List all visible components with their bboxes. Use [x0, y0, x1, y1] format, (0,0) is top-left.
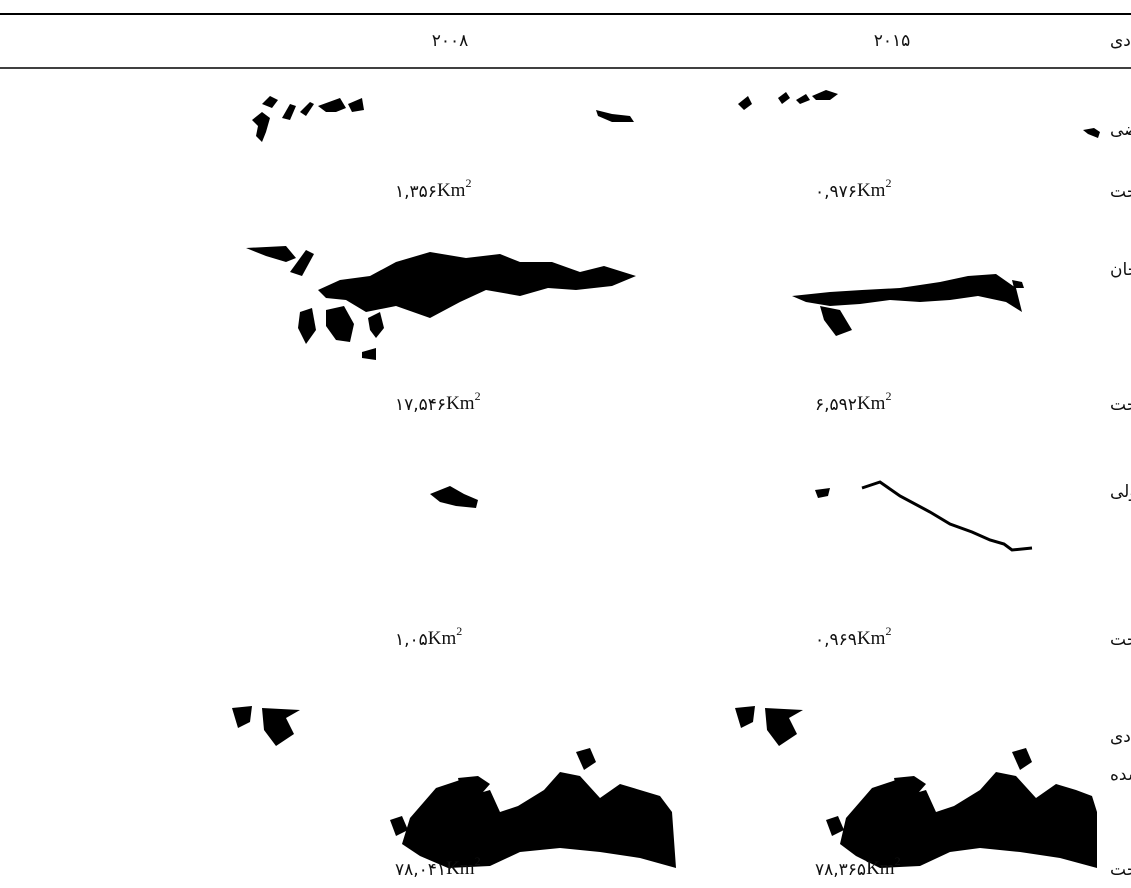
area-unit: Km: [857, 180, 886, 201]
row-label: مساحت: [1110, 182, 1131, 202]
landform-shape: [792, 274, 1022, 312]
area-value: ۱,۳۵۶Km2: [395, 176, 471, 202]
area-unit: Km: [446, 393, 475, 414]
area-unit: Km: [437, 180, 466, 201]
landform-shape: [318, 252, 636, 318]
landform-shape: [826, 816, 844, 836]
area-unit-power: 2: [885, 176, 891, 190]
header-cell: لندفرم‌های بادی: [1110, 31, 1131, 51]
area-unit: Km: [866, 858, 895, 879]
landform-shape: [246, 246, 296, 262]
landform-shape: [252, 112, 270, 142]
landform-shape: [262, 708, 300, 746]
area-unit-power: 2: [465, 176, 471, 190]
table-rows: تپه‌ماسه‌ای عرضیمساحت۱,۳۵۶Km2۰,۹۷۶Km2برخ…: [395, 120, 1131, 880]
landform-shape: [300, 102, 314, 116]
landform-shape: [262, 96, 278, 108]
area-unit-power: 2: [475, 854, 481, 868]
row-label: تپه‌ماسه‌ای عرضی: [1110, 120, 1131, 140]
area-unit: Km: [446, 858, 475, 879]
row-label: برخان: [1110, 260, 1131, 280]
area-unit-power: 2: [475, 389, 481, 403]
landform-shapes: [232, 90, 1100, 868]
row-label: مساحت: [1110, 630, 1131, 650]
landform-shape: [368, 312, 384, 338]
row-label: مساحت: [1110, 395, 1131, 415]
landform-shape: [894, 776, 926, 800]
landform-shape: [796, 94, 810, 104]
area-value: ۶,۵۹۲Km2: [815, 389, 891, 415]
landform-shape: [430, 486, 478, 508]
landform-shape: [778, 92, 790, 104]
area-unit-power: 2: [885, 624, 891, 638]
landform-shape: [298, 308, 316, 344]
landform-shape: [362, 348, 376, 360]
area-value: ۱,۰۵Km2: [395, 624, 462, 650]
row-label: لندفرم‌های بادی: [1110, 727, 1131, 747]
landform-shape: [458, 776, 490, 800]
header-cell: ۲۰۱۵: [874, 31, 911, 51]
area-value: ۷۸,۳۶۵Km2: [815, 854, 901, 880]
area-value: ۰,۹۷۶Km2: [815, 176, 891, 202]
area-value: ۷۸,۰۴۱Km2: [395, 854, 481, 880]
landform-shape: [326, 306, 354, 342]
landform-shape: [735, 706, 755, 728]
landform-shape: [318, 98, 346, 112]
landform-shape: [282, 104, 296, 120]
row-label: مساحت: [1110, 860, 1131, 880]
area-number: ۱۷,۵۴۶: [395, 395, 446, 415]
area-unit-power: 2: [885, 389, 891, 403]
landform-shape: [765, 708, 803, 746]
header-cell: ۲۰۰۸: [432, 31, 469, 51]
landform-shape: [390, 816, 408, 836]
area-number: ۱,۰۵: [395, 630, 428, 650]
row-label: تثبیت‌شده: [1110, 765, 1131, 785]
area-value: ۰,۹۶۹Km2: [815, 624, 891, 650]
area-value: ۱۷,۵۴۶Km2: [395, 389, 481, 415]
landform-shape: [402, 772, 676, 868]
landform-shape: [596, 110, 634, 122]
area-number: ۰,۹۶۹: [815, 630, 857, 650]
landform-shape: [738, 96, 752, 110]
landform-shape: [1012, 748, 1032, 770]
landform-shape: [1083, 128, 1100, 138]
landform-shape: [815, 488, 830, 498]
area-unit: Km: [428, 628, 457, 649]
area-number: ۷۸,۳۶۵: [815, 860, 866, 880]
row-label: تپه‌ماسه‌ای طولی: [1110, 482, 1131, 502]
landform-shape: [840, 772, 1097, 868]
area-number: ۶,۵۹۲: [815, 395, 857, 415]
landform-shape: [861, 480, 1033, 552]
landform-shape: [348, 98, 364, 112]
landform-shape: [232, 706, 252, 728]
landform-shape: [576, 748, 596, 770]
landform-shape: [812, 90, 838, 100]
area-number: ۰,۹۷۶: [815, 182, 857, 202]
area-number: ۱,۳۵۶: [395, 182, 437, 202]
area-unit: Km: [857, 628, 886, 649]
area-unit: Km: [857, 393, 886, 414]
area-unit-power: 2: [456, 624, 462, 638]
landform-shape: [290, 250, 314, 276]
landform-shape: [820, 306, 852, 336]
area-number: ۷۸,۰۴۱: [395, 860, 446, 880]
area-unit-power: 2: [895, 854, 901, 868]
landform-shape: [1012, 280, 1024, 288]
